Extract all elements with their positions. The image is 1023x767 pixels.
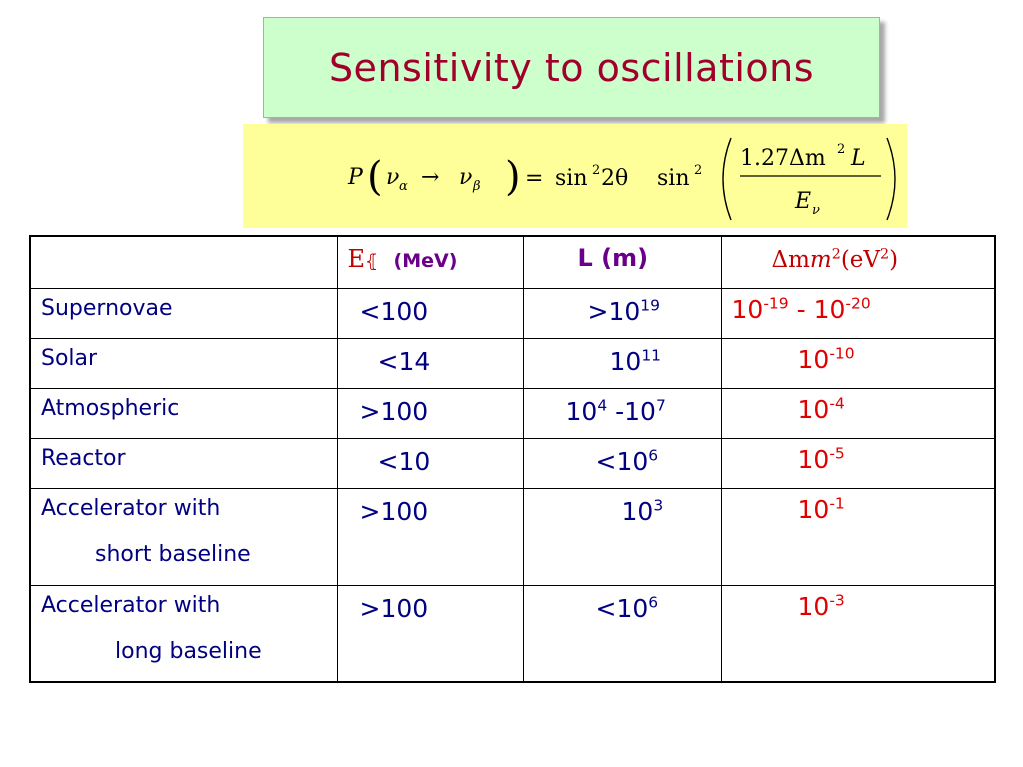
row-energy: <10 bbox=[336, 437, 524, 489]
row-length: 1011 bbox=[522, 337, 722, 389]
row-mass: 10-4 bbox=[720, 387, 996, 439]
formula-beta: β bbox=[472, 179, 481, 194]
slide-title: Sensitivity to oscillations bbox=[328, 45, 815, 90]
row-energy: >100 bbox=[336, 584, 524, 683]
formula-P: P bbox=[347, 165, 364, 190]
formula-nu-alpha: ν bbox=[386, 165, 399, 190]
table-header-row: E⦃ (MeV) L (m) Δmm2(eV2) bbox=[29, 235, 996, 289]
formula-2theta: 2θ bbox=[601, 166, 628, 191]
header-energy-symbol: E bbox=[347, 245, 366, 273]
table-row: Reactor <10 <106 10-5 bbox=[29, 437, 996, 489]
table-row: Supernovae <100 >1019 10-19 - 10-20 bbox=[29, 287, 996, 339]
table-row: Accelerator with long baseline >100 <106 … bbox=[29, 584, 996, 683]
row-energy: <100 bbox=[336, 287, 524, 339]
formula-nu-beta: ν bbox=[459, 165, 472, 190]
formula-L: L bbox=[850, 146, 866, 171]
table-row: Solar <14 1011 10-10 bbox=[29, 337, 996, 389]
header-energy: E⦃ (MeV) bbox=[336, 235, 524, 289]
formula-sin-2: sin bbox=[657, 166, 690, 191]
formula-svg: P ( ν α → ν β ) = sin 2 2θ sin 2 1.27Δm … bbox=[347, 137, 896, 221]
formula-numerator: 1.27Δm bbox=[740, 146, 826, 171]
row-mass: 10-19 - 10-20 bbox=[720, 287, 996, 339]
table-row: Atmospheric >100 104 -107 10-4 bbox=[29, 387, 996, 439]
formula-alpha: α bbox=[399, 179, 408, 194]
row-energy: >100 bbox=[336, 487, 524, 586]
row-name: Atmospheric bbox=[29, 387, 338, 439]
formula-numerator-sq: 2 bbox=[837, 142, 845, 157]
header-energy-unit: (MeV) bbox=[393, 250, 458, 272]
row-length: <106 bbox=[522, 584, 722, 683]
row-mass: 10-10 bbox=[720, 337, 996, 389]
row-energy: <14 bbox=[336, 337, 524, 389]
row-mass: 10-1 bbox=[720, 487, 996, 586]
title-box: Sensitivity to oscillations bbox=[263, 17, 880, 118]
row-name: Accelerator with short baseline bbox=[29, 487, 338, 586]
row-length: <106 bbox=[522, 437, 722, 489]
row-length: 103 bbox=[522, 487, 722, 586]
formula-arrow: → bbox=[421, 165, 439, 190]
formula-E-sub: ν bbox=[812, 203, 820, 218]
header-mass: Δmm2(eV2) bbox=[720, 235, 996, 289]
formula-paren-close: ) bbox=[505, 154, 521, 200]
row-name: Accelerator with long baseline bbox=[29, 584, 338, 683]
row-length: >1019 bbox=[522, 287, 722, 339]
formula-E: E bbox=[794, 189, 811, 214]
formula-sq-1: 2 bbox=[592, 163, 600, 178]
row-name: Reactor bbox=[29, 437, 338, 489]
oscillation-formula: P ( ν α → ν β ) = sin 2 2θ sin 2 1.27Δm … bbox=[243, 124, 907, 228]
row-length: 104 -107 bbox=[522, 387, 722, 439]
row-mass: 10-5 bbox=[720, 437, 996, 489]
row-energy: >100 bbox=[336, 387, 524, 439]
formula-sq-2: 2 bbox=[694, 163, 702, 178]
formula-big-paren-right bbox=[886, 137, 896, 221]
row-mass: 10-3 bbox=[720, 584, 996, 683]
table-row: Accelerator with short baseline >100 103 … bbox=[29, 487, 996, 586]
header-empty-cell bbox=[29, 235, 338, 289]
row-name: Supernovae bbox=[29, 287, 338, 339]
formula-sin-1: sin bbox=[555, 166, 588, 191]
sensitivity-table: E⦃ (MeV) L (m) Δmm2(eV2) Supernovae <100… bbox=[29, 235, 996, 683]
formula-equals: = bbox=[525, 166, 543, 191]
header-length: L (m) bbox=[522, 235, 722, 289]
row-name: Solar bbox=[29, 337, 338, 389]
formula-paren-open: ( bbox=[367, 154, 383, 200]
formula-big-paren-left bbox=[722, 137, 732, 221]
